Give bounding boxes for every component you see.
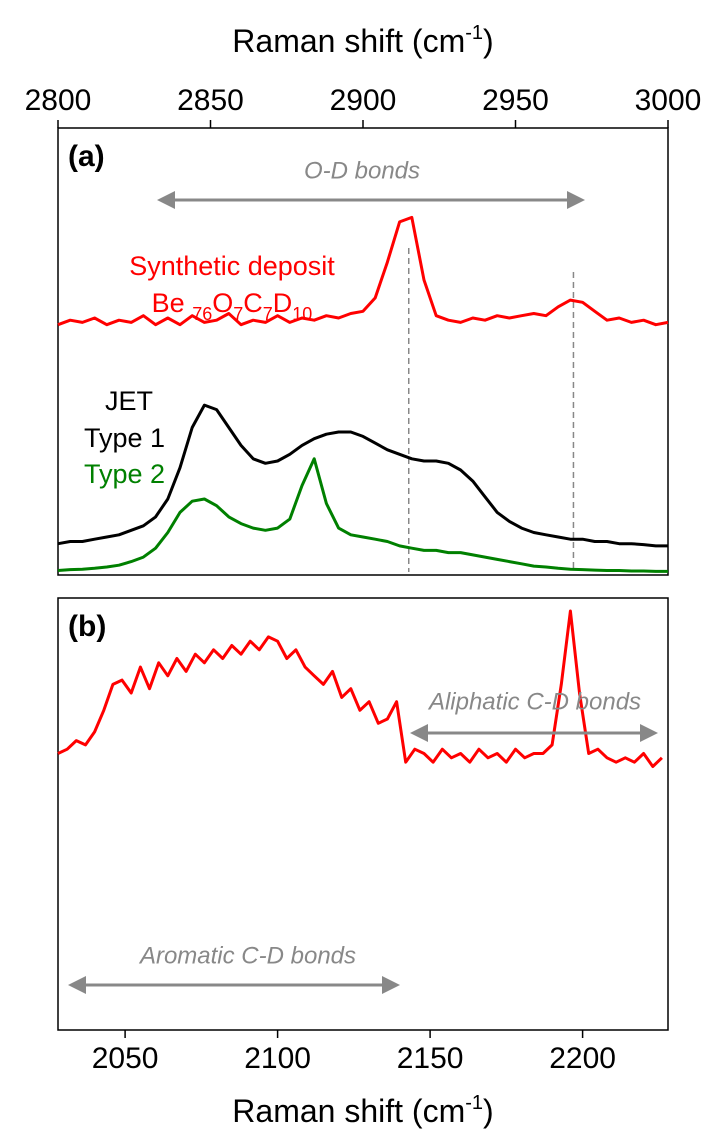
series-label: Synthetic deposit [129, 251, 335, 281]
x-axis-label-text: Raman shift (cm [232, 1093, 465, 1129]
formula-sub: 10 [292, 304, 312, 324]
formula-sub: 76 [192, 304, 212, 324]
x-tick-label: 3000 [635, 84, 702, 117]
annotation: Aliphatic C-D bonds [427, 688, 641, 715]
formula-text: Be [152, 288, 193, 318]
x-axis-label: Raman shift (cm-1) [232, 22, 493, 59]
plot-frame [57, 597, 669, 1031]
series-group-label: JET [105, 386, 153, 416]
x-axis-label-sup: -1 [465, 1092, 483, 1114]
x-tick-label: 2850 [177, 84, 244, 117]
formula-text: O [212, 288, 233, 318]
formula-sub: 7 [263, 304, 273, 324]
x-tick-label: 2050 [92, 1042, 159, 1075]
series-label: Type 1 [84, 423, 165, 453]
series-label: Type 2 [84, 459, 165, 489]
x-tick-label: 2100 [244, 1042, 311, 1075]
series-line [57, 609, 663, 768]
series-line [57, 403, 668, 548]
x-axis-label-sup: -1 [465, 22, 483, 44]
series-line [57, 215, 669, 327]
x-axis-label-tail: ) [483, 23, 494, 59]
x-tick-label: 2800 [25, 84, 92, 117]
annotation: Aromatic C-D bonds [138, 942, 356, 969]
x-tick-label: 2950 [482, 84, 549, 117]
panel-label: (a) [68, 140, 105, 173]
x-tick-label: 2150 [397, 1042, 464, 1075]
x-axis-label-text: Raman shift (cm [232, 23, 465, 59]
plot-frame [57, 127, 669, 576]
annotation: O-D bonds [304, 157, 420, 184]
x-tick-label: 2900 [330, 84, 397, 117]
x-axis-label-tail: ) [483, 1093, 494, 1129]
x-axis-label: Raman shift (cm-1) [232, 1092, 493, 1129]
panel-label: (b) [68, 610, 106, 643]
series-formula: Be 76O7C7D10 [152, 288, 313, 324]
x-tick-label: 2200 [549, 1042, 616, 1075]
formula-text: D [273, 288, 293, 318]
formula-text: C [243, 288, 263, 318]
series-line [57, 457, 668, 573]
formula-sub: 7 [233, 304, 243, 324]
